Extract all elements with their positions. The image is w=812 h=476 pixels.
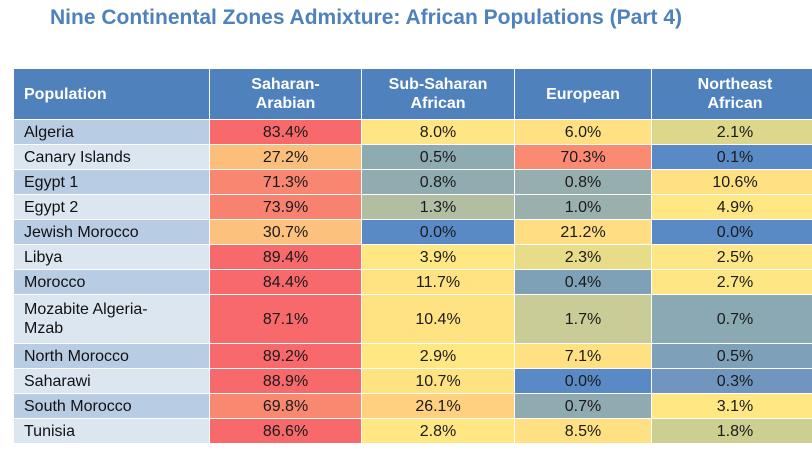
population-cell: Algeria — [13, 119, 210, 145]
northeast-african-cell: 10.6% — [651, 169, 812, 195]
table-row: Saharawi 88.9% 10.7% 0.0% 0.3% — [13, 368, 812, 394]
saharan-arabian-cell: 71.3% — [209, 169, 362, 195]
european-cell: 1.0% — [514, 194, 652, 220]
sub-saharan-african-cell: 0.0% — [361, 219, 515, 245]
saharan-arabian-cell: 83.4% — [209, 119, 362, 145]
population-cell: Mozabite Algeria- Mzab — [13, 294, 210, 344]
table-row: Canary Islands 27.2% 0.5% 70.3% 0.1% — [13, 144, 812, 170]
population-cell: Libya — [13, 244, 210, 270]
saharan-arabian-cell: 88.9% — [209, 368, 362, 394]
european-cell: 70.3% — [514, 144, 652, 170]
population-cell: Jewish Morocco — [13, 219, 210, 245]
table-row: North Morocco 89.2% 2.9% 7.1% 0.5% — [13, 343, 812, 369]
table-row: Morocco 84.4% 11.7% 0.4% 2.7% — [13, 269, 812, 295]
northeast-african-cell: 0.5% — [651, 343, 812, 369]
european-cell: 0.8% — [514, 169, 652, 195]
table-row: Tunisia 86.6% 2.8% 8.5% 1.8% — [13, 418, 812, 444]
sub-saharan-african-cell: 26.1% — [361, 393, 515, 419]
table-row: Egypt 1 71.3% 0.8% 0.8% 10.6% — [13, 169, 812, 195]
header-row: Population Saharan- Arabian Sub-Saharan Af… — [13, 68, 812, 120]
table-row: Libya 89.4% 3.9% 2.3% 2.5% — [13, 244, 812, 270]
sub-saharan-african-cell: 0.8% — [361, 169, 515, 195]
population-cell: Canary Islands — [13, 144, 210, 170]
saharan-arabian-cell: 89.2% — [209, 343, 362, 369]
northeast-african-cell: 0.0% — [651, 219, 812, 245]
european-cell: 0.7% — [514, 393, 652, 419]
northeast-african-cell: 2.1% — [651, 119, 812, 145]
sub-saharan-african-cell: 11.7% — [361, 269, 515, 295]
northeast-african-cell: 4.9% — [651, 194, 812, 220]
table-row: Algeria 83.4% 8.0% 6.0% 2.1% — [13, 119, 812, 145]
population-cell: Morocco — [13, 269, 210, 295]
column-header-northeast-african: Northeast African — [651, 68, 812, 120]
saharan-arabian-cell: 87.1% — [209, 294, 362, 344]
european-cell: 0.4% — [514, 269, 652, 295]
population-cell: Tunisia — [13, 418, 210, 444]
population-cell: Saharawi — [13, 368, 210, 394]
european-cell: 2.3% — [514, 244, 652, 270]
column-header-saharan-arabian: Saharan- Arabian — [209, 68, 362, 120]
admixture-table-container: Population Saharan- Arabian Sub-Saharan Af… — [13, 68, 812, 444]
european-cell: 7.1% — [514, 343, 652, 369]
european-cell: 21.2% — [514, 219, 652, 245]
saharan-arabian-cell: 84.4% — [209, 269, 362, 295]
population-cell: North Morocco — [13, 343, 210, 369]
saharan-arabian-cell: 73.9% — [209, 194, 362, 220]
european-cell: 0.0% — [514, 368, 652, 394]
saharan-arabian-cell: 27.2% — [209, 144, 362, 170]
column-header-population: Population — [13, 68, 210, 120]
northeast-african-cell: 1.8% — [651, 418, 812, 444]
page-title: Nine Continental Zones Admixture: Africa… — [50, 6, 682, 29]
saharan-arabian-cell: 30.7% — [209, 219, 362, 245]
saharan-arabian-cell: 69.8% — [209, 393, 362, 419]
european-cell: 1.7% — [514, 294, 652, 344]
sub-saharan-african-cell: 10.7% — [361, 368, 515, 394]
table-row: Egypt 2 73.9% 1.3% 1.0% 4.9% — [13, 194, 812, 220]
population-cell: Egypt 2 — [13, 194, 210, 220]
northeast-african-cell: 2.7% — [651, 269, 812, 295]
sub-saharan-african-cell: 8.0% — [361, 119, 515, 145]
northeast-african-cell: 3.1% — [651, 393, 812, 419]
column-header-sub-saharan-african: Sub-Saharan African — [361, 68, 515, 120]
table-row: Jewish Morocco 30.7% 0.0% 21.2% 0.0% — [13, 219, 812, 245]
sub-saharan-african-cell: 10.4% — [361, 294, 515, 344]
saharan-arabian-cell: 86.6% — [209, 418, 362, 444]
european-cell: 6.0% — [514, 119, 652, 145]
sub-saharan-african-cell: 1.3% — [361, 194, 515, 220]
northeast-african-cell: 0.1% — [651, 144, 812, 170]
northeast-african-cell: 2.5% — [651, 244, 812, 270]
sub-saharan-african-cell: 2.8% — [361, 418, 515, 444]
european-cell: 8.5% — [514, 418, 652, 444]
population-cell: Egypt 1 — [13, 169, 210, 195]
sub-saharan-african-cell: 2.9% — [361, 343, 515, 369]
saharan-arabian-cell: 89.4% — [209, 244, 362, 270]
admixture-table: Population Saharan- Arabian Sub-Saharan Af… — [13, 68, 812, 444]
northeast-african-cell: 0.7% — [651, 294, 812, 344]
sub-saharan-african-cell: 3.9% — [361, 244, 515, 270]
sub-saharan-african-cell: 0.5% — [361, 144, 515, 170]
table-body: Algeria 83.4% 8.0% 6.0% 2.1% Canary Islands 27… — [13, 119, 812, 444]
column-header-european: European — [514, 68, 652, 120]
table-row: South Morocco 69.8% 26.1% 0.7% 3.1% — [13, 393, 812, 419]
table-row: Mozabite Algeria- Mzab 87.1% 10.4% 1.7% 0.7% — [13, 294, 812, 344]
northeast-african-cell: 0.3% — [651, 368, 812, 394]
population-cell: South Morocco — [13, 393, 210, 419]
